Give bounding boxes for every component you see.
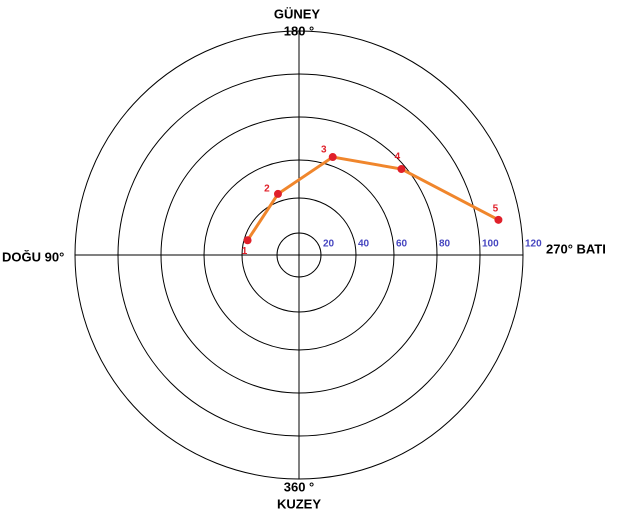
- direction-label: 360 °: [284, 479, 315, 494]
- r-tick-label: 20: [323, 239, 335, 250]
- r-tick-label: 120: [525, 239, 542, 250]
- data-point: [494, 215, 503, 224]
- r-tick-label: 60: [396, 239, 408, 250]
- r-tick-label: 100: [482, 239, 499, 250]
- ring: [241, 197, 357, 313]
- direction-label: 180 °: [284, 23, 315, 38]
- point-label: 5: [493, 203, 499, 214]
- point-label: 1: [242, 246, 248, 257]
- r-tick-label: 80: [439, 239, 451, 250]
- direction-label: KUZEY: [277, 496, 321, 511]
- ring: [276, 232, 322, 278]
- ring: [203, 159, 395, 351]
- point-label: 4: [395, 152, 401, 163]
- data-point: [273, 189, 282, 198]
- ring: [74, 30, 524, 480]
- point-label: 2: [264, 184, 270, 195]
- data-point: [397, 165, 406, 174]
- data-line: [246, 155, 500, 242]
- direction-label: DOĞU 90°: [2, 249, 64, 264]
- data-point: [328, 153, 337, 162]
- ring: [160, 116, 438, 394]
- point-label: 3: [321, 145, 327, 156]
- direction-label: 270° BATI: [546, 241, 606, 256]
- data-point: [243, 236, 252, 245]
- direction-label: GÜNEY: [274, 6, 321, 21]
- ring: [117, 73, 481, 437]
- r-tick-label: 40: [358, 239, 370, 250]
